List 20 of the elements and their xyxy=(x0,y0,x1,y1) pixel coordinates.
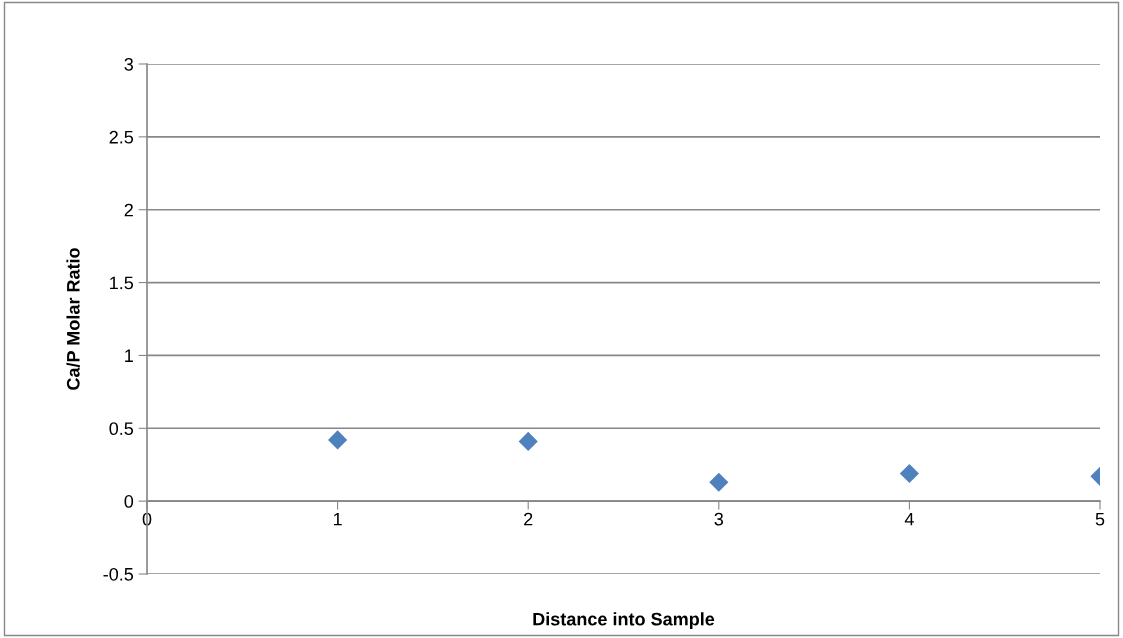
x-tick-label: 2 xyxy=(524,512,533,526)
point xyxy=(899,463,919,484)
y-axis-title: Ca/P Molar Ratio xyxy=(66,248,80,390)
point xyxy=(709,472,729,492)
point xyxy=(328,430,348,450)
y-tick-label: 0 xyxy=(124,495,134,508)
y-tick-label: 2 xyxy=(124,203,133,217)
y-tick-label: 1.5 xyxy=(110,276,134,290)
x-tick-label: 4 xyxy=(904,512,914,526)
y-tick-label: -0.5 xyxy=(103,567,134,581)
x-axis-title: Distance into Sample xyxy=(533,612,715,630)
point xyxy=(518,431,538,451)
y-tick-label: 3 xyxy=(124,57,134,71)
x-tick-label: 1 xyxy=(333,512,342,526)
y-tick-label: 1 xyxy=(125,349,133,362)
x-tick-label: 3 xyxy=(714,512,724,526)
x-tick-label: 5 xyxy=(1095,512,1105,526)
x-tick-label: 0 xyxy=(142,512,152,526)
y-tick-label: 0.5 xyxy=(109,422,134,436)
y-tick-label: 2.5 xyxy=(109,130,134,144)
